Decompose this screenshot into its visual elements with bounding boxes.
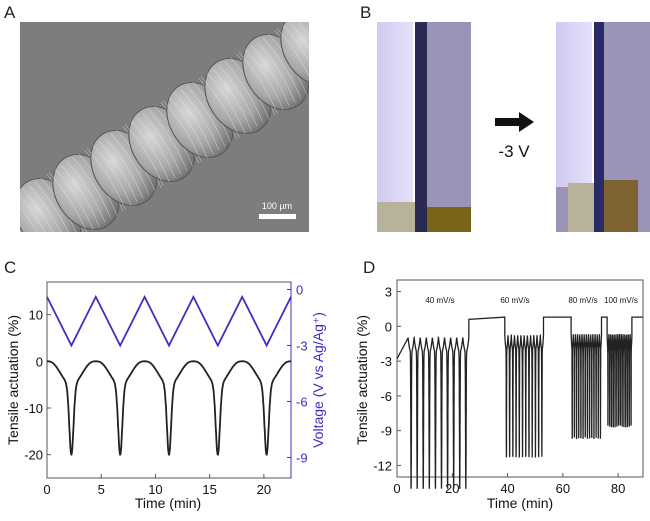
- scale-bar-label: 100 µm: [262, 201, 292, 211]
- x-axis-label: Time (min): [487, 495, 553, 511]
- y-tick-label: 0: [36, 354, 43, 369]
- voltage-step-label: -3 V: [498, 142, 530, 161]
- arrow-icon: [495, 112, 534, 132]
- y2-tick-label: -6: [296, 394, 308, 409]
- y-axis-label: Tensile actuation (%): [354, 315, 370, 445]
- y-tick-label: 0: [385, 319, 392, 334]
- x-tick-label: 0: [393, 481, 400, 496]
- x-tick-label: 15: [202, 482, 216, 497]
- y-tick-label: -10: [24, 401, 43, 416]
- x-tick-label: 60: [556, 481, 570, 496]
- panel-label-d: D: [363, 258, 375, 277]
- annotation-60mvs: 60 mV/s: [500, 296, 529, 305]
- x-tick-label: 5: [98, 482, 105, 497]
- x-tick-label: 40: [500, 481, 514, 496]
- voltage-series-line: [46, 294, 292, 348]
- photo-after: [556, 22, 650, 232]
- chart-c: Time (min) Tensile actuation (%) Voltage…: [5, 281, 326, 511]
- chart-d: Time (min) Tensile actuation (%) 40 mV/s…: [354, 279, 644, 511]
- annotation-80mvs: 80 mV/s: [568, 296, 597, 305]
- annotation-40mvs: 40 mV/s: [425, 296, 454, 305]
- y2-axis-label: Voltage (V vs Ag/Ag⁺): [310, 312, 326, 448]
- y2-tick-label: -9: [296, 450, 308, 465]
- scale-bar: [259, 214, 296, 219]
- panel-label-a: A: [4, 3, 16, 22]
- y-tick-label: 3: [385, 285, 392, 300]
- y-tick-label: -9: [380, 424, 392, 439]
- actuation-series-line: [47, 360, 291, 456]
- x-tick-label: 80: [611, 481, 625, 496]
- yarn-coil: [276, 22, 309, 90]
- sem-image: 100 µm: [20, 22, 309, 232]
- y-tick-label: -20: [24, 448, 43, 463]
- y-tick-label: -12: [373, 458, 392, 473]
- x-axis-label: Time (min): [135, 495, 201, 511]
- x-tick-label: 10: [148, 482, 162, 497]
- y-tick-label: -3: [380, 354, 392, 369]
- x-tick-label: 20: [445, 481, 459, 496]
- photo-before: [377, 22, 471, 232]
- y-tick-label: -6: [380, 389, 392, 404]
- y2-tick-label: 0: [296, 282, 303, 297]
- y-tick-label: 10: [29, 308, 43, 323]
- x-tick-label: 20: [257, 482, 271, 497]
- plot-frame: [396, 279, 644, 478]
- y-axis-label: Tensile actuation (%): [5, 315, 21, 445]
- panel-label-b: B: [360, 3, 371, 22]
- actuation-series-line: [396, 316, 643, 489]
- y2-tick-label: -3: [296, 338, 308, 353]
- panel-label-c: C: [4, 258, 16, 277]
- annotation-100mvs: 100 mV/s: [604, 296, 638, 305]
- x-tick-label: 0: [43, 482, 50, 497]
